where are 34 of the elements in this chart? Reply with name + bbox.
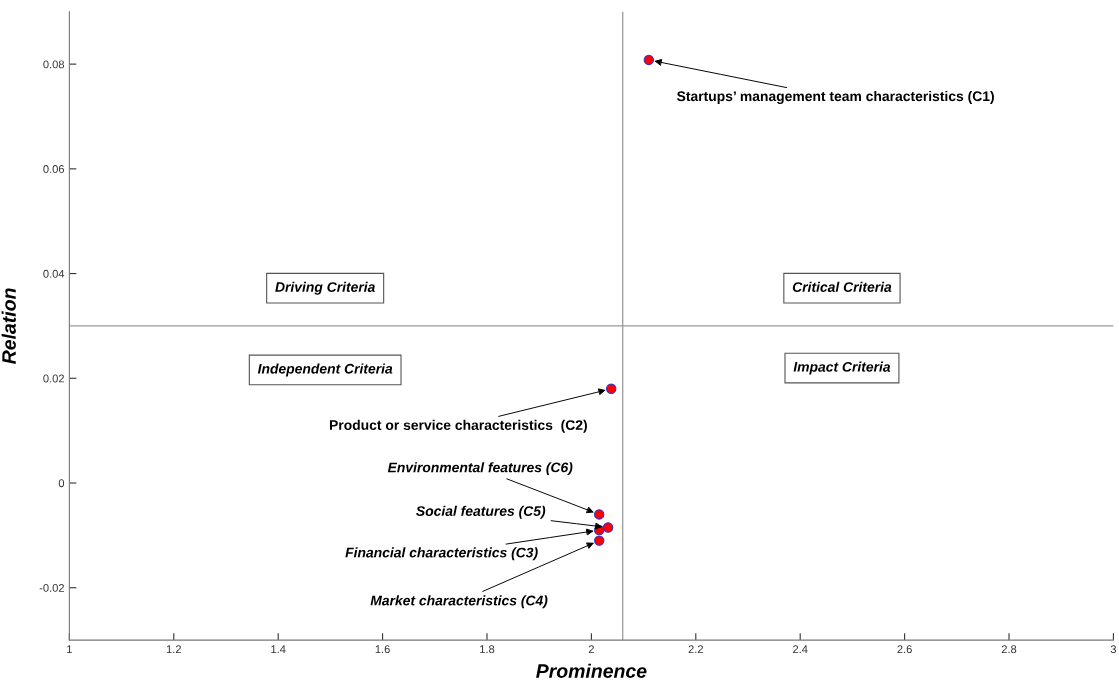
point xyxy=(594,535,605,546)
x-tick-label: 1.8 xyxy=(480,645,495,654)
x-tick-label: 1.2 xyxy=(166,645,181,654)
x-tick-label: 1 xyxy=(67,645,72,654)
x-tick-label: 2.4 xyxy=(793,645,808,654)
annotation: Impact Criteria xyxy=(793,361,891,375)
x-tick-label: 1.4 xyxy=(271,645,286,654)
x-tick-label: 2 xyxy=(588,645,594,654)
y-tick-label: 0.06 xyxy=(43,165,65,173)
point xyxy=(606,383,617,394)
annotation: Market characteristics (C4) xyxy=(370,595,548,609)
y-tick-label: 0.04 xyxy=(43,269,65,278)
y-axis-title: Relation xyxy=(1,288,16,364)
annotation: Independent Criteria xyxy=(257,363,393,377)
annotation: Driving Criteria xyxy=(275,281,375,295)
annotation: Social features (C5) xyxy=(416,505,546,519)
annotation: Product or service characteristics (C2) xyxy=(329,419,587,433)
x-axis-title: Prominence xyxy=(536,663,647,678)
y-tick-label: 0.08 xyxy=(43,60,65,69)
x-tick-label: 2.2 xyxy=(688,645,703,654)
annotation: Financial characteristics (C3) xyxy=(345,547,538,561)
x-tick-label: 1.6 xyxy=(375,645,390,654)
y-tick-label: -0.02 xyxy=(39,584,64,592)
point xyxy=(602,522,614,533)
x-tick-label: 2.8 xyxy=(1001,645,1017,654)
x-tick-label: 3 xyxy=(1110,645,1117,654)
point xyxy=(643,54,655,66)
point xyxy=(594,509,605,520)
y-tick-label: 0 xyxy=(58,479,65,488)
x-tick-label: 2.6 xyxy=(897,645,912,654)
y-tick-label: 0.02 xyxy=(43,374,64,383)
annotation: Environmental features (C6) xyxy=(387,462,573,476)
annotation: Startups’ management team characteristics (C1) xyxy=(676,90,994,104)
annotation: Critical Criteria xyxy=(792,281,892,292)
